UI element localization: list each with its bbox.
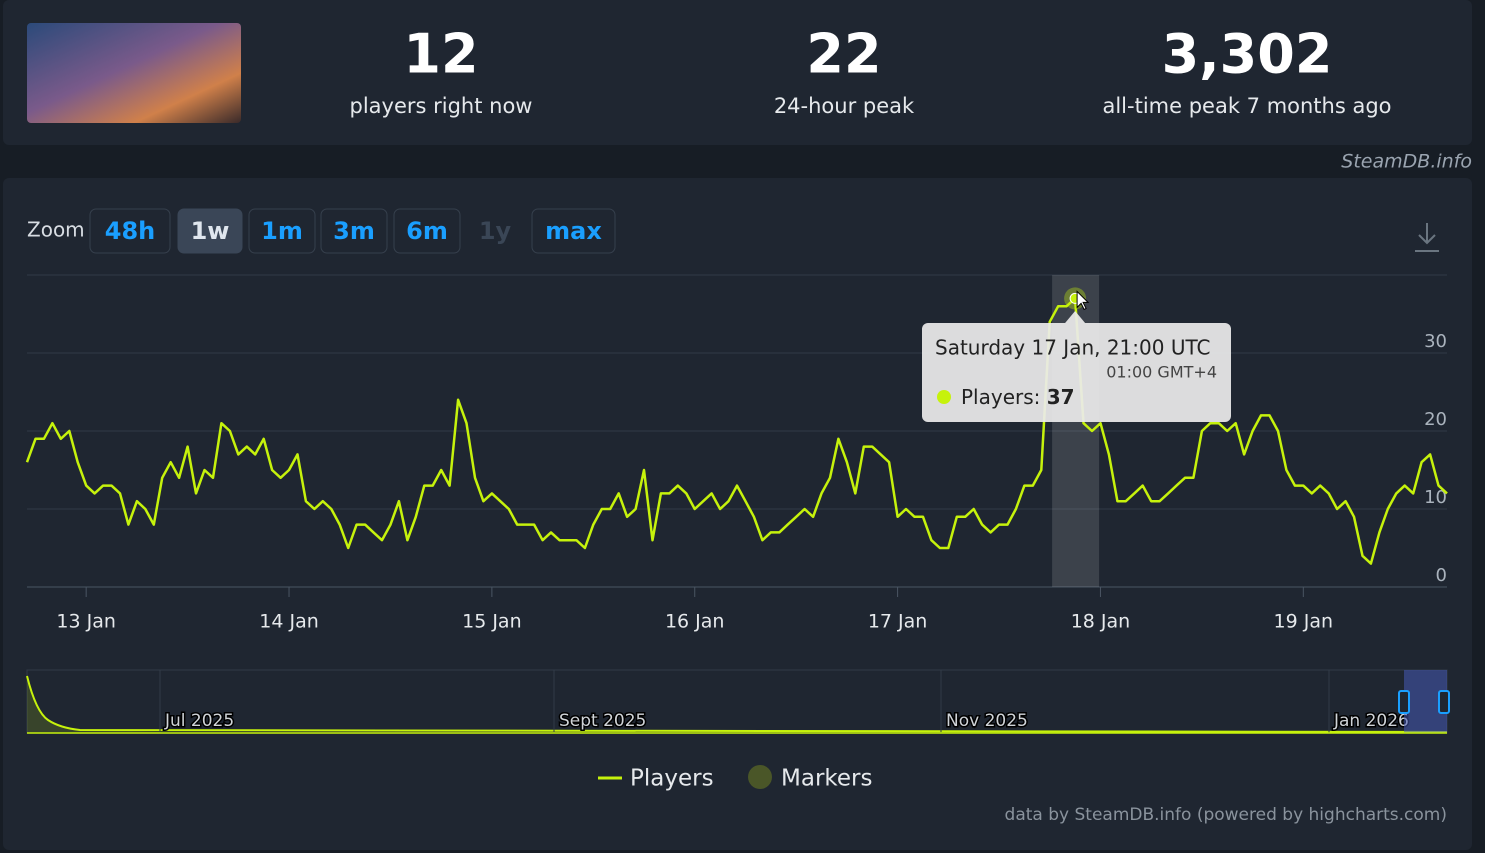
x-tick-label: 17 Jan <box>868 611 928 633</box>
zoom-button-label[interactable]: 3m <box>333 217 375 245</box>
zoom-button-label: 1y <box>479 217 512 245</box>
zoom-button-label[interactable]: 6m <box>406 217 448 245</box>
zoom-button-label[interactable]: 48h <box>105 217 155 245</box>
game-thumbnail[interactable] <box>27 23 241 123</box>
tooltip-box <box>922 323 1231 422</box>
zoom-label: Zoom <box>27 218 85 242</box>
x-tick-label: 19 Jan <box>1274 611 1334 633</box>
chart-panel <box>3 178 1472 850</box>
stat-value: 22 <box>806 23 881 86</box>
tooltip-label-text: Players: <box>961 385 1040 409</box>
x-tick-label: 15 Jan <box>462 611 522 633</box>
navigator-handle[interactable] <box>1398 690 1410 714</box>
zoom-button-label[interactable]: 1m <box>261 217 303 245</box>
navigator-area <box>27 676 160 733</box>
tooltip-pointer <box>1065 311 1086 323</box>
legend-marker <box>748 765 772 789</box>
tooltip-value: 37 <box>1047 385 1075 409</box>
y-tick-label: 20 <box>1424 409 1447 430</box>
stat-label: 24-hour peak <box>774 94 915 118</box>
navigator-label: Sept 2025 <box>559 711 646 731</box>
credits[interactable]: data by SteamDB.info (powered by highcha… <box>1005 805 1447 825</box>
stat-label: players right now <box>350 94 533 118</box>
tooltip-subtitle: 01:00 GMT+4 <box>1106 363 1217 382</box>
download-icon[interactable] <box>1415 223 1439 252</box>
tooltip-label: Players: 37 <box>961 385 1075 409</box>
cursor <box>1076 290 1090 311</box>
x-tick-label: 16 Jan <box>665 611 725 633</box>
x-tick-label: 14 Jan <box>259 611 319 633</box>
stat-value: 12 <box>403 23 478 86</box>
zoom-button[interactable] <box>531 208 616 254</box>
zoom-button[interactable] <box>248 208 316 254</box>
brand[interactable]: SteamDB.info <box>1341 151 1472 173</box>
stat-label: all-time peak 7 months ago <box>1102 94 1391 118</box>
x-tick-label: 13 Jan <box>56 611 116 633</box>
navigator-label: Jul 2025 <box>164 711 234 731</box>
y-tick-label: 10 <box>1424 487 1447 508</box>
stats-panel <box>3 0 1472 145</box>
stat-value: 3,302 <box>1162 23 1333 86</box>
zoom-button[interactable] <box>320 208 388 254</box>
zoom-button[interactable] <box>393 208 461 254</box>
tooltip-dot <box>937 390 951 404</box>
zoom-button[interactable] <box>89 208 171 254</box>
x-tick-label: 18 Jan <box>1071 611 1131 633</box>
legend-label[interactable]: Markers <box>781 766 872 792</box>
navigator-line <box>26 675 1448 733</box>
y-tick-label: 30 <box>1424 331 1447 352</box>
navigator-handle[interactable] <box>1438 690 1450 714</box>
zoom-button-label[interactable]: max <box>545 217 602 245</box>
series-line <box>25 297 1448 565</box>
navigator-label: Jan 2026 <box>1333 711 1409 731</box>
zoom-button-label[interactable]: 1w <box>191 217 230 245</box>
legend-label[interactable]: Players <box>630 766 714 792</box>
zoom-button[interactable] <box>177 208 243 254</box>
tooltip-title: Saturday 17 Jan, 21:00 UTC <box>935 336 1210 360</box>
navigator-label: Nov 2025 <box>946 711 1028 731</box>
navigator <box>26 669 1448 734</box>
y-tick-label: 0 <box>1436 565 1447 586</box>
